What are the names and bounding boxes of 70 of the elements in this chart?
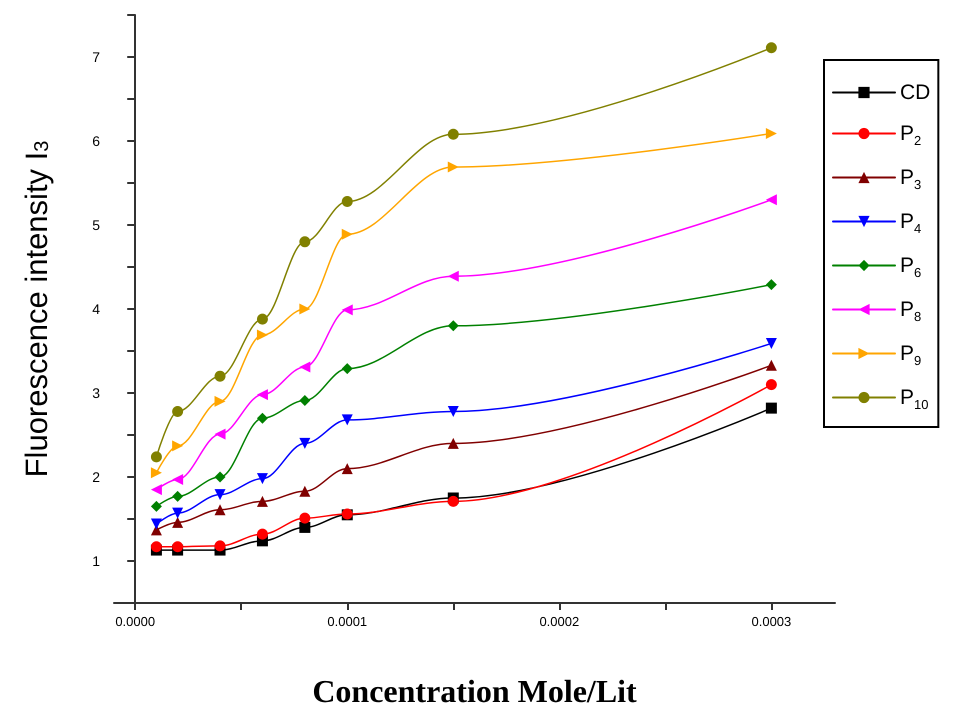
y-tick-label: 3 (92, 385, 100, 401)
point (150, 484, 162, 496)
y-tick-label: 4 (92, 301, 100, 317)
point (214, 396, 226, 407)
point (448, 496, 459, 507)
y-tick-label: 2 (92, 469, 100, 485)
point (448, 270, 459, 282)
point (172, 508, 184, 519)
y-tick-label: 7 (92, 49, 100, 65)
point (448, 162, 459, 173)
point (766, 379, 777, 390)
point (448, 128, 459, 140)
point (214, 489, 226, 500)
point (172, 490, 184, 502)
point (342, 463, 353, 474)
point (448, 320, 459, 332)
y-tick-label: 1 (92, 553, 100, 569)
point (766, 128, 777, 139)
point (172, 406, 184, 417)
point (299, 236, 310, 248)
point (766, 279, 777, 290)
point (150, 451, 162, 462)
x-axis-title: Concentration Mole/Lit (312, 673, 638, 709)
y-tick-label: 5 (92, 217, 100, 233)
point (214, 504, 226, 516)
point (256, 330, 268, 341)
point (256, 389, 268, 400)
point (342, 414, 353, 426)
point (299, 512, 310, 524)
point (299, 395, 310, 406)
x-tick-label: 0.0003 (752, 614, 792, 629)
x-tick-label: 0.0001 (327, 614, 368, 629)
point (342, 363, 353, 374)
y-axis-title: Fluorescence intensity I3 (19, 140, 54, 478)
point (448, 406, 459, 417)
point (214, 540, 226, 552)
point (766, 402, 777, 414)
point (299, 522, 310, 533)
point (214, 428, 226, 440)
y-tick-label: 6 (92, 133, 100, 149)
point (256, 528, 268, 540)
x-tick-label: 0.0000 (115, 614, 156, 629)
point (256, 473, 268, 484)
point (172, 474, 184, 486)
point (150, 541, 162, 552)
legend-label: CD (900, 81, 930, 104)
point (766, 338, 777, 349)
point (766, 42, 777, 54)
point (299, 438, 310, 449)
point (150, 518, 162, 530)
point (342, 196, 353, 207)
point (172, 440, 184, 452)
point (342, 304, 353, 316)
point (342, 228, 353, 240)
point (150, 467, 162, 478)
point (766, 360, 777, 371)
point (299, 304, 310, 314)
point (448, 438, 459, 449)
point (256, 496, 268, 507)
point (256, 412, 268, 424)
point (299, 361, 310, 372)
point (256, 314, 268, 325)
point (214, 472, 226, 482)
point (150, 500, 162, 512)
point (172, 541, 184, 552)
point (766, 194, 777, 206)
point (172, 516, 184, 528)
point (214, 370, 226, 382)
point (299, 486, 310, 497)
x-tick-label: 0.0002 (539, 614, 580, 629)
